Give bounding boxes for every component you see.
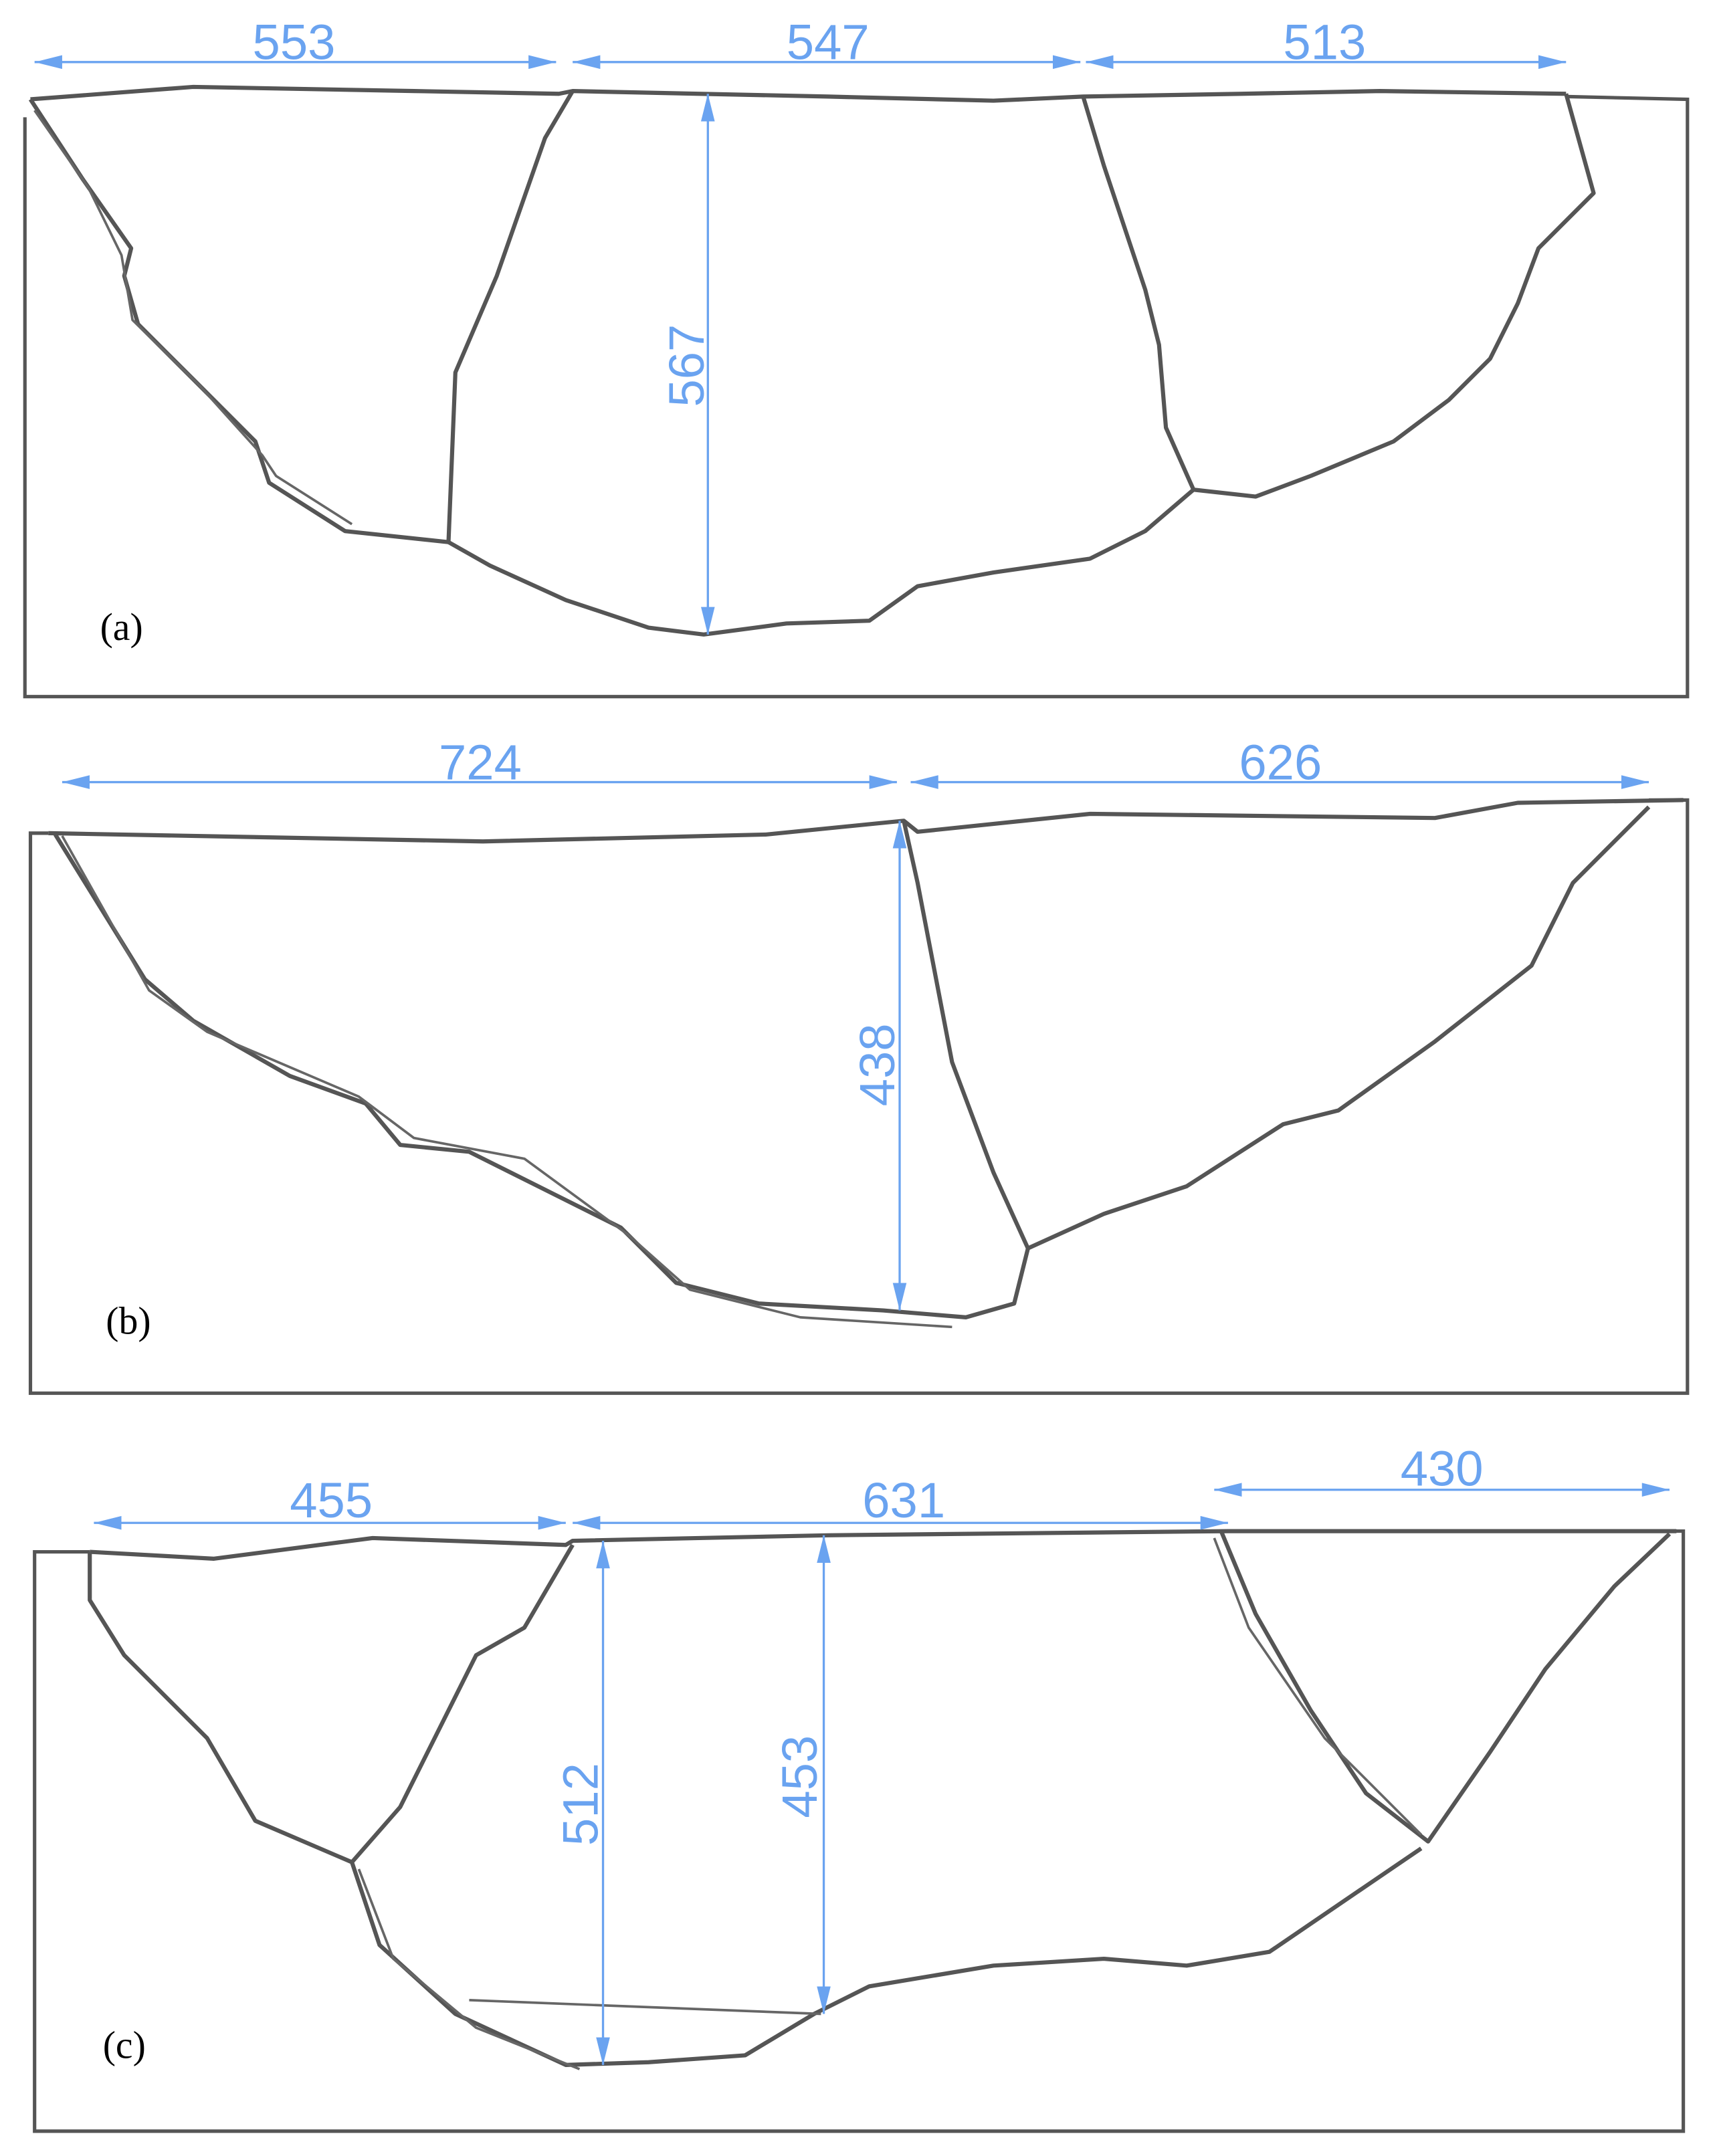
panel-a: 553 547 513 567 (a): [23, 15, 1690, 699]
depth-label: 453: [772, 1735, 827, 1818]
panel-b-crack-trace: [61, 835, 952, 1329]
panel-c: 455 631 430 512 453 (c): [33, 1441, 1686, 2133]
panel-c-crack-trace: [357, 1868, 581, 2070]
panel-c-fragment-right: [1219, 1530, 1672, 1844]
depth-label: 438: [849, 1023, 905, 1106]
panel-a-fragment-bottom: [447, 488, 1195, 637]
panel-label: (c): [103, 2025, 146, 2067]
panel-b-surface: [48, 798, 1684, 844]
panel-a-fragment-right: [1081, 93, 1596, 499]
width-label: 430: [1401, 1441, 1484, 1497]
depth-label: 567: [659, 324, 714, 407]
width-label: 724: [439, 734, 522, 790]
width-label: 631: [862, 1473, 945, 1528]
panel-c-surface: [90, 1529, 1677, 1561]
panel-c-fragment-bottom: [350, 1846, 1423, 2067]
depth-label: 512: [552, 1763, 608, 1846]
panel-label: (b): [106, 1301, 150, 1343]
panel-b-crater-bottom: [54, 805, 1651, 1319]
panel-a-surface: [30, 84, 1567, 103]
panel-c-frame: [33, 1529, 1686, 2133]
panel-c-crack-trace: [1213, 1537, 1423, 1836]
width-label: 547: [787, 15, 870, 70]
panel-a-fragment-left: [28, 90, 575, 544]
width-label: 626: [1239, 734, 1322, 790]
width-label: 553: [253, 15, 336, 70]
panel-c-inner-line: [469, 1999, 821, 2016]
panel-a-frame: [23, 94, 1690, 699]
panel-label: (a): [100, 607, 143, 649]
panel-c-fragment-left: [88, 1543, 575, 1864]
width-label: 455: [290, 1473, 373, 1528]
panel-b-divider: [902, 820, 1030, 1250]
panel-b: 724 626 438 (b): [28, 734, 1690, 1395]
width-label: 513: [1283, 15, 1366, 70]
panel-a-crack-trace: [33, 109, 353, 526]
